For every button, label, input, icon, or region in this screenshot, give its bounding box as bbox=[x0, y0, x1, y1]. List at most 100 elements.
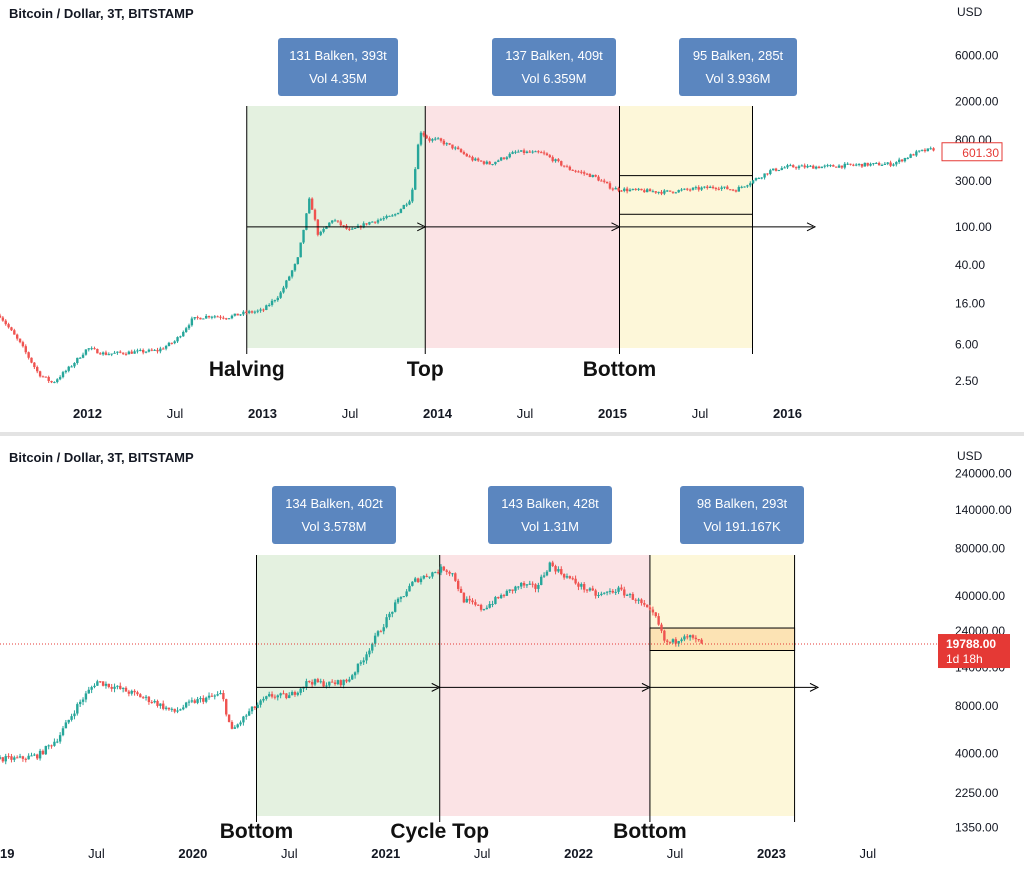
candle bbox=[737, 187, 741, 192]
candle bbox=[746, 185, 749, 187]
candle bbox=[345, 679, 348, 682]
candle bbox=[448, 571, 451, 574]
range-stats-callout[interactable] bbox=[278, 38, 398, 96]
candle bbox=[557, 159, 560, 162]
candle bbox=[308, 198, 311, 214]
range-stats-callout[interactable] bbox=[272, 486, 396, 544]
candle bbox=[603, 180, 606, 182]
range-stats-callout[interactable] bbox=[680, 486, 804, 544]
candle bbox=[780, 168, 783, 170]
candle bbox=[38, 371, 42, 377]
candle bbox=[485, 607, 489, 610]
candle bbox=[262, 309, 265, 311]
candle bbox=[56, 741, 59, 743]
chart-bottom-canvas[interactable]: 134 Balken, 402t Vol 3.578M 143 Balken, 42… bbox=[0, 438, 1024, 866]
candle bbox=[21, 342, 25, 347]
x-tick-label: 2019 bbox=[0, 846, 14, 861]
chart-top[interactable]: 131 Balken, 393t Vol 4.35M 137 Balken, 409… bbox=[0, 0, 1024, 430]
candle bbox=[657, 191, 660, 193]
y-tick-label: 6000.00 bbox=[955, 48, 999, 62]
candle bbox=[477, 158, 480, 161]
candle bbox=[502, 595, 506, 597]
candle bbox=[445, 143, 448, 145]
candle bbox=[643, 603, 646, 605]
candle bbox=[674, 639, 678, 644]
candle bbox=[806, 165, 809, 168]
callout-volume-text: Vol 6.359M bbox=[521, 71, 586, 86]
candle bbox=[67, 366, 70, 371]
candle bbox=[574, 170, 577, 172]
candle bbox=[313, 679, 317, 685]
candle bbox=[571, 169, 574, 171]
candle bbox=[471, 600, 474, 603]
phase-label: Bottom bbox=[583, 358, 656, 381]
candle bbox=[33, 362, 36, 368]
range-stats-callout[interactable] bbox=[679, 38, 797, 96]
candle bbox=[829, 165, 832, 167]
candle bbox=[136, 692, 139, 695]
candle bbox=[213, 316, 216, 318]
y-tick-label: 300.00 bbox=[955, 174, 992, 188]
candle bbox=[127, 351, 131, 355]
candle bbox=[723, 186, 726, 188]
candle bbox=[465, 153, 468, 157]
candle bbox=[591, 588, 594, 591]
callout-bars-text: 143 Balken, 428t bbox=[501, 496, 599, 511]
candle bbox=[84, 693, 88, 700]
candle bbox=[173, 341, 176, 344]
candle bbox=[333, 220, 337, 222]
candle bbox=[477, 604, 480, 606]
candle bbox=[1, 757, 5, 762]
candle bbox=[628, 594, 632, 596]
candle bbox=[365, 223, 368, 225]
candle bbox=[494, 597, 497, 604]
candle bbox=[511, 152, 514, 154]
x-tick-label: Jul bbox=[860, 846, 877, 861]
candle bbox=[697, 187, 700, 190]
candle bbox=[182, 707, 185, 710]
chart-top-canvas[interactable]: 131 Balken, 393t Vol 4.35M 137 Balken, 409… bbox=[0, 0, 1024, 430]
candle bbox=[499, 157, 503, 161]
phase-label: Bottom bbox=[220, 820, 293, 843]
candle bbox=[399, 597, 403, 599]
candle bbox=[153, 349, 156, 351]
candle bbox=[159, 348, 162, 352]
candle bbox=[273, 300, 277, 302]
candle bbox=[459, 149, 463, 153]
candle bbox=[677, 641, 680, 644]
chart-bottom[interactable]: 134 Balken, 402t Vol 3.578M 143 Balken, 42… bbox=[0, 438, 1024, 866]
candle bbox=[597, 594, 600, 596]
candle bbox=[61, 372, 65, 378]
candle bbox=[141, 349, 145, 353]
candle bbox=[124, 687, 128, 692]
candle bbox=[915, 151, 918, 156]
candle bbox=[64, 370, 68, 373]
candle bbox=[794, 167, 798, 169]
candle bbox=[411, 189, 414, 202]
candle bbox=[608, 590, 612, 592]
candle bbox=[342, 225, 345, 227]
candle bbox=[282, 287, 285, 293]
candle bbox=[207, 315, 211, 318]
candle bbox=[814, 166, 818, 169]
candle bbox=[886, 162, 889, 164]
candle bbox=[193, 317, 196, 319]
candle bbox=[319, 231, 322, 235]
candle bbox=[15, 334, 19, 339]
candle bbox=[797, 166, 801, 169]
candle bbox=[474, 602, 477, 605]
candle bbox=[568, 576, 572, 579]
candle bbox=[451, 144, 454, 149]
candle bbox=[290, 692, 294, 696]
candle bbox=[892, 164, 895, 166]
candle bbox=[660, 624, 663, 631]
candle bbox=[139, 349, 142, 351]
range-stats-callout[interactable] bbox=[492, 38, 616, 96]
x-tick-label: Jul bbox=[692, 406, 709, 421]
candle bbox=[414, 578, 417, 582]
range-stats-callout[interactable] bbox=[488, 486, 612, 544]
candle bbox=[491, 603, 494, 605]
candle bbox=[683, 188, 686, 190]
candle bbox=[743, 186, 746, 188]
candle bbox=[812, 165, 815, 169]
